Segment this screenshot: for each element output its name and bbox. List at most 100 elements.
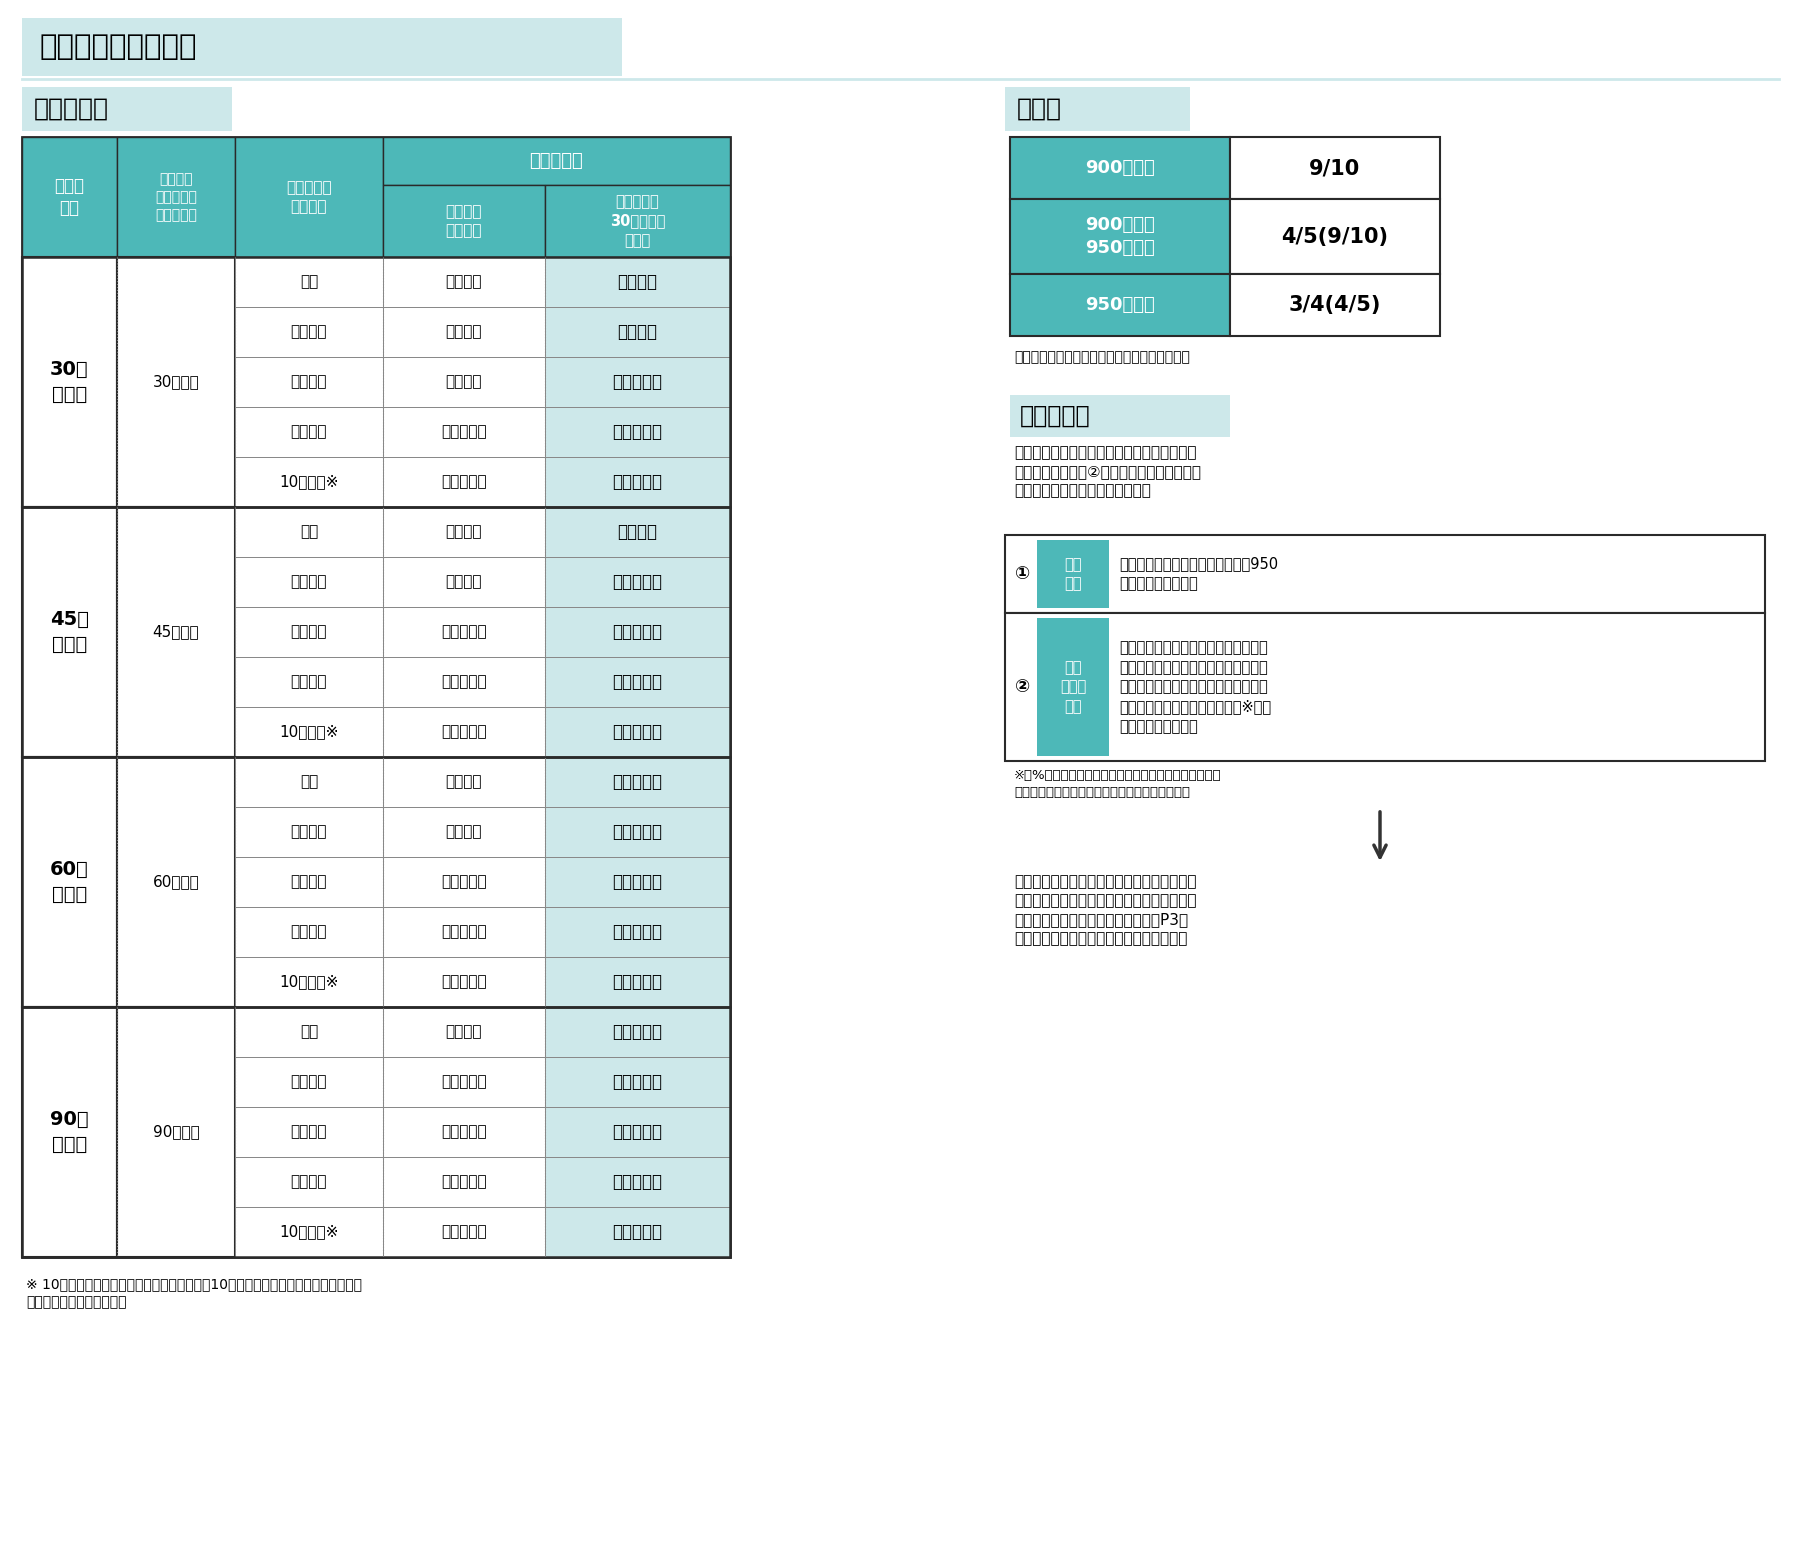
Bar	[545, 707, 730, 757]
Bar	[545, 1156, 730, 1207]
Bar	[117, 757, 236, 1007]
Bar	[236, 658, 383, 707]
Bar	[545, 906, 730, 957]
Text: １人: １人	[300, 1025, 318, 1039]
Text: ９０万円: ９０万円	[446, 824, 482, 840]
Text: ７０万円: ７０万円	[446, 375, 482, 389]
Bar	[236, 607, 383, 658]
Bar	[1005, 613, 1764, 761]
Bar	[1230, 199, 1438, 273]
Bar	[236, 808, 383, 857]
Text: 45円
コース: 45円 コース	[50, 610, 88, 653]
Text: ２～３人: ２～３人	[291, 1075, 327, 1090]
Text: ９０万円: ９０万円	[617, 323, 656, 341]
Text: ２～３人: ２～３人	[291, 324, 327, 340]
Text: 物価
高騰等
要件: 物価 高騰等 要件	[1059, 661, 1086, 713]
Bar	[383, 1007, 545, 1058]
Text: 10人以上※: 10人以上※	[279, 724, 338, 740]
Bar	[545, 506, 730, 557]
Text: ②: ②	[1014, 678, 1030, 696]
Text: 助成上限額: 助成上限額	[529, 151, 583, 170]
Bar	[22, 256, 117, 506]
Text: １３０万円: １３０万円	[611, 472, 662, 491]
Text: ４～６人: ４～６人	[291, 874, 327, 889]
Text: ２７０万円: ２７０万円	[441, 1124, 487, 1139]
Bar	[236, 1207, 383, 1257]
Bar	[383, 506, 545, 557]
Bar	[383, 256, 545, 307]
Text: １１０万円: １１０万円	[611, 573, 662, 591]
Bar	[236, 707, 383, 757]
Bar	[383, 137, 730, 185]
Bar	[383, 707, 545, 757]
Bar	[383, 808, 545, 857]
Text: 950円以上: 950円以上	[1084, 296, 1154, 313]
Text: ３００万円: ３００万円	[441, 974, 487, 990]
Bar	[22, 256, 730, 506]
Text: １２０万円: １２０万円	[611, 423, 662, 442]
Text: ５０万円: ５０万円	[446, 324, 482, 340]
Bar	[545, 607, 730, 658]
Bar	[236, 357, 383, 408]
Text: 900円以上
950円未満: 900円以上 950円未満	[1084, 216, 1154, 256]
Bar	[383, 185, 545, 256]
Bar	[1230, 137, 1438, 199]
Text: 以下の要件に当てはまる場合が特例事業者と
なります。なお、②に該当する場合は、助成
対象経費の拡充も受けられます。: 以下の要件に当てはまる場合が特例事業者と なります。なお、②に該当する場合は、助…	[1014, 445, 1201, 499]
Bar	[545, 408, 730, 457]
Bar	[545, 1058, 730, 1107]
Text: ７人以上: ７人以上	[291, 675, 327, 690]
Text: 引き上げる
労働者数: 引き上げる 労働者数	[286, 181, 331, 215]
Text: ２～３人: ２～３人	[291, 574, 327, 590]
Text: １６０万円: １６０万円	[611, 673, 662, 692]
Text: ８０万円: ８０万円	[617, 523, 656, 540]
Text: ６００万円: ６００万円	[441, 1224, 487, 1240]
Bar	[383, 1058, 545, 1107]
Text: ４～６人: ４～６人	[291, 1124, 327, 1139]
Bar	[383, 1107, 545, 1156]
Text: １００万円: １００万円	[611, 374, 662, 391]
Text: ４５０万円: ４５０万円	[611, 1173, 662, 1190]
Text: 申請事業場の事業場内最低賃金が950
円未満である事業者: 申請事業場の事業場内最低賃金が950 円未満である事業者	[1118, 556, 1277, 591]
Bar	[1230, 273, 1438, 337]
Bar	[236, 256, 383, 307]
Text: 事業場内
最低賃金の
引き上げ額: 事業場内 最低賃金の 引き上げ額	[155, 171, 196, 222]
Bar	[117, 256, 236, 506]
Text: ３０万円: ３０万円	[446, 275, 482, 290]
Bar	[22, 506, 117, 757]
Bar	[236, 1107, 383, 1156]
Text: 事業場規模
30人未満の
事業者: 事業場規模 30人未満の 事業者	[610, 195, 665, 247]
Text: ２４０万円: ２４０万円	[611, 1073, 662, 1092]
Text: １５０万円: １５０万円	[441, 874, 487, 889]
Bar	[545, 557, 730, 607]
Text: ７人以上: ７人以上	[291, 425, 327, 440]
Bar	[22, 757, 117, 1007]
Bar	[545, 357, 730, 408]
Bar	[1036, 540, 1108, 608]
Bar	[383, 1156, 545, 1207]
Bar	[236, 906, 383, 957]
Bar	[22, 137, 730, 1257]
Bar	[383, 1207, 545, 1257]
Bar	[117, 1007, 236, 1257]
Text: １００万円: １００万円	[441, 624, 487, 639]
Bar	[236, 1007, 383, 1058]
Bar	[383, 757, 545, 808]
Bar	[236, 408, 383, 457]
Bar	[22, 86, 232, 131]
Text: ６００万円: ６００万円	[611, 1223, 662, 1241]
Text: １５０万円: １５０万円	[441, 675, 487, 690]
Text: 原材料費の高騰など社会的・経済的環
境の変化等の外的要因により、申請前
３か月間のうち任意の１か月の利益率
が前年同月に比べ３％ポイント※以上
低下している事業: 原材料費の高騰など社会的・経済的環 境の変化等の外的要因により、申請前 ３か月間…	[1118, 639, 1271, 733]
Text: 10人以上※: 10人以上※	[279, 974, 338, 990]
Text: ２３０万円: ２３０万円	[611, 923, 662, 940]
Text: １人: １人	[300, 525, 318, 539]
Text: 10人以上※: 10人以上※	[279, 1224, 338, 1240]
Text: 3/4(4/5): 3/4(4/5)	[1287, 295, 1381, 315]
Text: １６０万円: １６０万円	[611, 823, 662, 841]
Text: ４５万円: ４５万円	[446, 525, 482, 539]
Bar	[1036, 618, 1108, 757]
Text: １人: １人	[300, 275, 318, 290]
Bar	[545, 1207, 730, 1257]
Text: 45円以上: 45円以上	[153, 624, 200, 639]
Text: 助成上限額・助成率: 助成上限額・助成率	[40, 32, 198, 62]
Bar	[383, 557, 545, 607]
